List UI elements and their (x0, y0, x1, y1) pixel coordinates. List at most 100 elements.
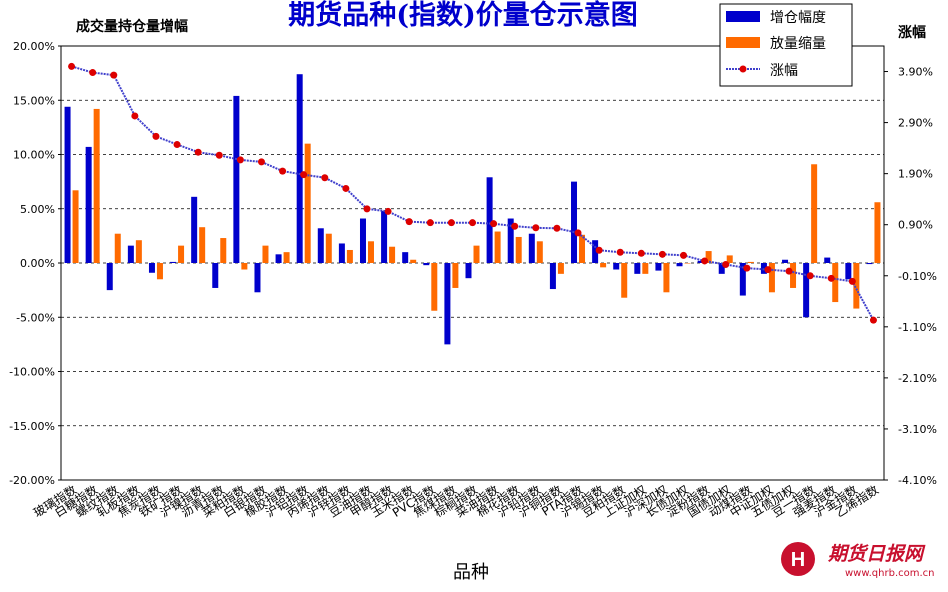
left-tick-label: 5.00% (20, 203, 55, 216)
bar-open-interest (212, 263, 219, 288)
right-tick-label: -3.10% (898, 423, 937, 436)
point-price-change (173, 141, 181, 149)
point-price-change (279, 167, 287, 175)
bar-volume (874, 202, 881, 263)
bar-open-interest (127, 245, 134, 263)
bar-open-interest (444, 263, 451, 345)
logo-text: 期货日报网 (827, 543, 926, 565)
bar-volume (241, 263, 248, 270)
point-price-change (194, 148, 202, 156)
bar-volume (726, 255, 733, 263)
bar-volume (135, 240, 142, 263)
point-price-change (469, 219, 476, 227)
bar-volume (178, 245, 185, 263)
bar-open-interest (275, 254, 282, 263)
point-price-change (363, 205, 371, 213)
bar-open-interest (317, 228, 324, 263)
right-axis-label: 涨幅 (898, 24, 926, 41)
bar-volume (473, 245, 480, 263)
left-tick-label: -20.00% (9, 474, 55, 487)
legend-swatch-oi (726, 11, 760, 22)
point-price-change (680, 251, 688, 259)
point-price-change (110, 71, 118, 79)
right-tick-label: -1.10% (898, 321, 937, 334)
right-tick-label: -2.10% (898, 372, 937, 385)
bar-volume (346, 249, 353, 263)
point-price-change (131, 112, 139, 120)
point-price-change (236, 156, 244, 164)
bar-volume (600, 263, 607, 268)
bar-volume (705, 251, 712, 263)
point-price-change (300, 171, 308, 179)
point-price-change (806, 272, 814, 280)
right-tick-label: -4.10% (898, 474, 937, 487)
point-price-change (257, 158, 265, 166)
bar-volume (853, 263, 860, 309)
bar-volume (663, 263, 670, 293)
point-price-change (658, 250, 666, 258)
bar-volume (536, 241, 543, 263)
legend-label-vol: 放量缩量 (770, 36, 826, 52)
left-tick-label: -15.00% (9, 420, 55, 433)
line-price-change (71, 65, 875, 321)
bar-volume (431, 263, 438, 311)
bar-open-interest (296, 74, 303, 264)
bar-volume (579, 234, 586, 263)
right-tick-label: 1.90% (898, 168, 933, 181)
bar-volume (621, 263, 628, 298)
right-tick-label: 2.90% (898, 117, 933, 130)
point-price-change (553, 224, 561, 232)
bar-open-interest (676, 263, 683, 267)
bar-open-interest (191, 196, 198, 263)
bar-volume (515, 236, 522, 263)
legend-label-change: 涨幅 (770, 63, 798, 79)
left-tick-label: 0.00% (20, 257, 55, 270)
point-price-change (532, 224, 540, 232)
bar-open-interest (338, 243, 345, 263)
point-price-change (511, 222, 519, 230)
point-price-change (595, 246, 603, 254)
bar-open-interest (718, 263, 725, 274)
left-tick-label: 10.00% (13, 149, 55, 162)
point-price-change (68, 62, 76, 70)
bar-open-interest (254, 263, 261, 293)
left-tick-label: 15.00% (13, 94, 55, 107)
bar-open-interest (613, 263, 620, 270)
bar-open-interest (655, 263, 662, 271)
bar-open-interest (381, 210, 388, 263)
bar-volume (790, 263, 797, 288)
bar-volume (832, 263, 839, 303)
logo-emblem-letter: H (791, 549, 805, 571)
bar-open-interest (697, 260, 704, 263)
point-price-change (152, 132, 160, 140)
bar-open-interest (359, 218, 366, 263)
point-price-change (785, 267, 793, 275)
bar-open-interest (148, 263, 155, 273)
point-price-change (384, 207, 392, 215)
bar-open-interest (64, 106, 71, 263)
legend-label-oi: 增仓幅度 (770, 10, 826, 26)
point-price-change (574, 229, 582, 237)
point-price-change (89, 69, 97, 77)
point-price-change (426, 219, 434, 227)
left-tick-label: -10.00% (9, 366, 55, 379)
bar-volume (156, 263, 163, 280)
legend-marker-change (739, 65, 747, 73)
right-tick-label: -0.10% (898, 270, 937, 283)
bar-open-interest (423, 263, 430, 266)
right-tick-label: 0.90% (898, 219, 933, 232)
site-logo: H 期货日报网 www.qhrb.com.cn (781, 542, 935, 579)
point-price-change (701, 257, 709, 265)
logo-url: www.qhrb.com.cn (845, 568, 935, 579)
point-price-change (405, 218, 413, 226)
bar-volume (557, 263, 564, 274)
left-tick-label: -5.00% (16, 311, 55, 324)
point-price-change (447, 219, 455, 227)
logo-emblem-icon (781, 542, 815, 576)
point-price-change (722, 261, 730, 269)
bar-open-interest (866, 263, 873, 265)
point-price-change (637, 249, 645, 257)
bar-open-interest (739, 263, 746, 296)
left-tick-label: 20.00% (13, 40, 55, 53)
bar-open-interest (845, 263, 852, 280)
